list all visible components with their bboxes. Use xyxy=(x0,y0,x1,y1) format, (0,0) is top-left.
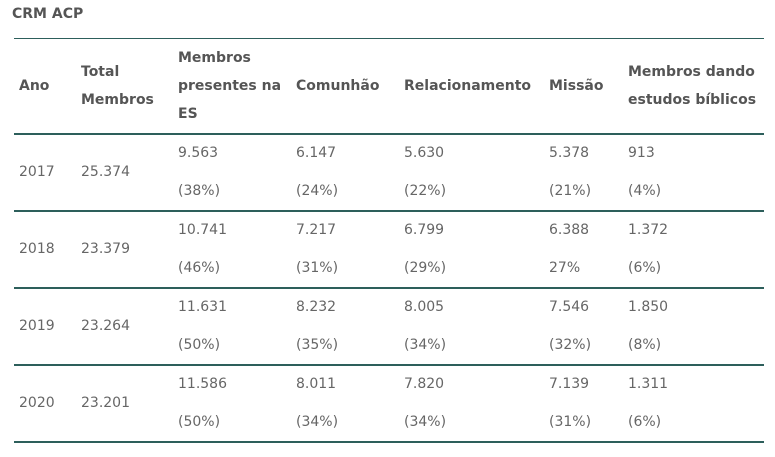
cell-missao-value: 7.546 xyxy=(549,299,590,315)
cell-relacionamento-pct: (22%) xyxy=(404,183,447,199)
cell-relacionamento-value: 8.005 xyxy=(404,299,445,315)
cell-total: 23.264 xyxy=(81,318,130,334)
cell-comunhao-pct: (35%) xyxy=(296,337,339,353)
cell-ano: 2017 xyxy=(19,164,55,180)
page-title: CRM ACP xyxy=(12,6,84,22)
table-top-divider xyxy=(14,38,764,39)
cell-missao-value: 5.378 xyxy=(549,145,590,161)
cell-total: 23.379 xyxy=(81,241,130,257)
cell-relacionamento-pct: (34%) xyxy=(404,414,447,430)
cell-relacionamento-pct: (34%) xyxy=(404,337,447,353)
header-estudos-biblicos: Membros dando estudos bíblicos xyxy=(628,58,756,114)
cell-presentes-value: 11.586 xyxy=(178,376,227,392)
cell-ano: 2020 xyxy=(19,395,55,411)
table-row: 2018 23.379 10.741 (46%) 7.217 (31%) 6.7… xyxy=(14,212,764,287)
cell-missao-value: 7.139 xyxy=(549,376,590,392)
cell-presentes-value: 10.741 xyxy=(178,222,227,238)
cell-estudos-value: 1.372 xyxy=(628,222,669,238)
header-total-membros: Total Membros xyxy=(81,58,154,114)
cell-presentes-value: 11.631 xyxy=(178,299,227,315)
cell-comunhao-pct: (34%) xyxy=(296,414,339,430)
header-missao-line: Missão xyxy=(549,78,604,94)
cell-relacionamento-value: 6.799 xyxy=(404,222,445,238)
header-presentes-line-2: presentes na xyxy=(178,78,282,94)
row-divider xyxy=(14,441,764,443)
cell-relacionamento-value: 5.630 xyxy=(404,145,445,161)
cell-missao-value: 6.388 xyxy=(549,222,590,238)
header-total-line-2: Membros xyxy=(81,92,154,108)
header-estudos-line-1: Membros dando xyxy=(628,64,755,80)
cell-comunhao-value: 6.147 xyxy=(296,145,337,161)
cell-comunhao-value: 7.217 xyxy=(296,222,337,238)
header-presentes-line-3: ES xyxy=(178,106,198,122)
row-divider xyxy=(14,364,764,366)
cell-estudos-pct: (8%) xyxy=(628,337,662,353)
header-membros-presentes: Membros presentes na ES xyxy=(178,44,281,128)
header-estudos-line-2: estudos bíblicos xyxy=(628,92,757,108)
cell-comunhao-value: 8.011 xyxy=(296,376,337,392)
header-relacionamento-line: Relacionamento xyxy=(404,78,532,94)
cell-presentes-pct: (38%) xyxy=(178,183,221,199)
cell-presentes-pct: (50%) xyxy=(178,337,221,353)
cell-relacionamento-value: 7.820 xyxy=(404,376,445,392)
header-total-line-1: Total xyxy=(81,64,120,80)
cell-estudos-value: 1.850 xyxy=(628,299,669,315)
row-divider xyxy=(14,210,764,212)
cell-total: 23.201 xyxy=(81,395,130,411)
cell-total: 25.374 xyxy=(81,164,130,180)
cell-missao-pct: (21%) xyxy=(549,183,592,199)
cell-missao-pct: (32%) xyxy=(549,337,592,353)
header-ano: Ano xyxy=(19,72,49,100)
cell-estudos-pct: (6%) xyxy=(628,414,662,430)
table-row: 2017 25.374 9.563 (38%) 6.147 (24%) 5.63… xyxy=(14,135,764,210)
header-ano-line: Ano xyxy=(19,78,50,94)
cell-ano: 2019 xyxy=(19,318,55,334)
table-row: 2019 23.264 11.631 (50%) 8.232 (35%) 8.0… xyxy=(14,289,764,364)
cell-estudos-pct: (6%) xyxy=(628,260,662,276)
cell-estudos-value: 1.311 xyxy=(628,376,669,392)
cell-comunhao-pct: (24%) xyxy=(296,183,339,199)
cell-missao-pct: (31%) xyxy=(549,414,592,430)
cell-ano: 2018 xyxy=(19,241,55,257)
cell-missao-pct: 27% xyxy=(549,260,581,276)
crm-table: Ano Total Membros Membros presentes na E… xyxy=(14,38,764,443)
header-comunhao: Comunhão xyxy=(296,72,379,100)
cell-presentes-value: 9.563 xyxy=(178,145,219,161)
table-header-row: Ano Total Membros Membros presentes na E… xyxy=(14,39,764,133)
cell-relacionamento-pct: (29%) xyxy=(404,260,447,276)
cell-comunhao-pct: (31%) xyxy=(296,260,339,276)
header-presentes-line-1: Membros xyxy=(178,50,251,66)
cell-estudos-value: 913 xyxy=(628,145,655,161)
header-missao: Missão xyxy=(549,72,603,100)
table-row: 2020 23.201 11.586 (50%) 8.011 (34%) 7.8… xyxy=(14,366,764,441)
cell-estudos-pct: (4%) xyxy=(628,183,662,199)
cell-comunhao-value: 8.232 xyxy=(296,299,337,315)
header-divider xyxy=(14,133,764,135)
header-relacionamento: Relacionamento xyxy=(404,72,531,100)
row-divider xyxy=(14,287,764,289)
header-comunhao-line: Comunhão xyxy=(296,78,380,94)
cell-presentes-pct: (46%) xyxy=(178,260,221,276)
cell-presentes-pct: (50%) xyxy=(178,414,221,430)
